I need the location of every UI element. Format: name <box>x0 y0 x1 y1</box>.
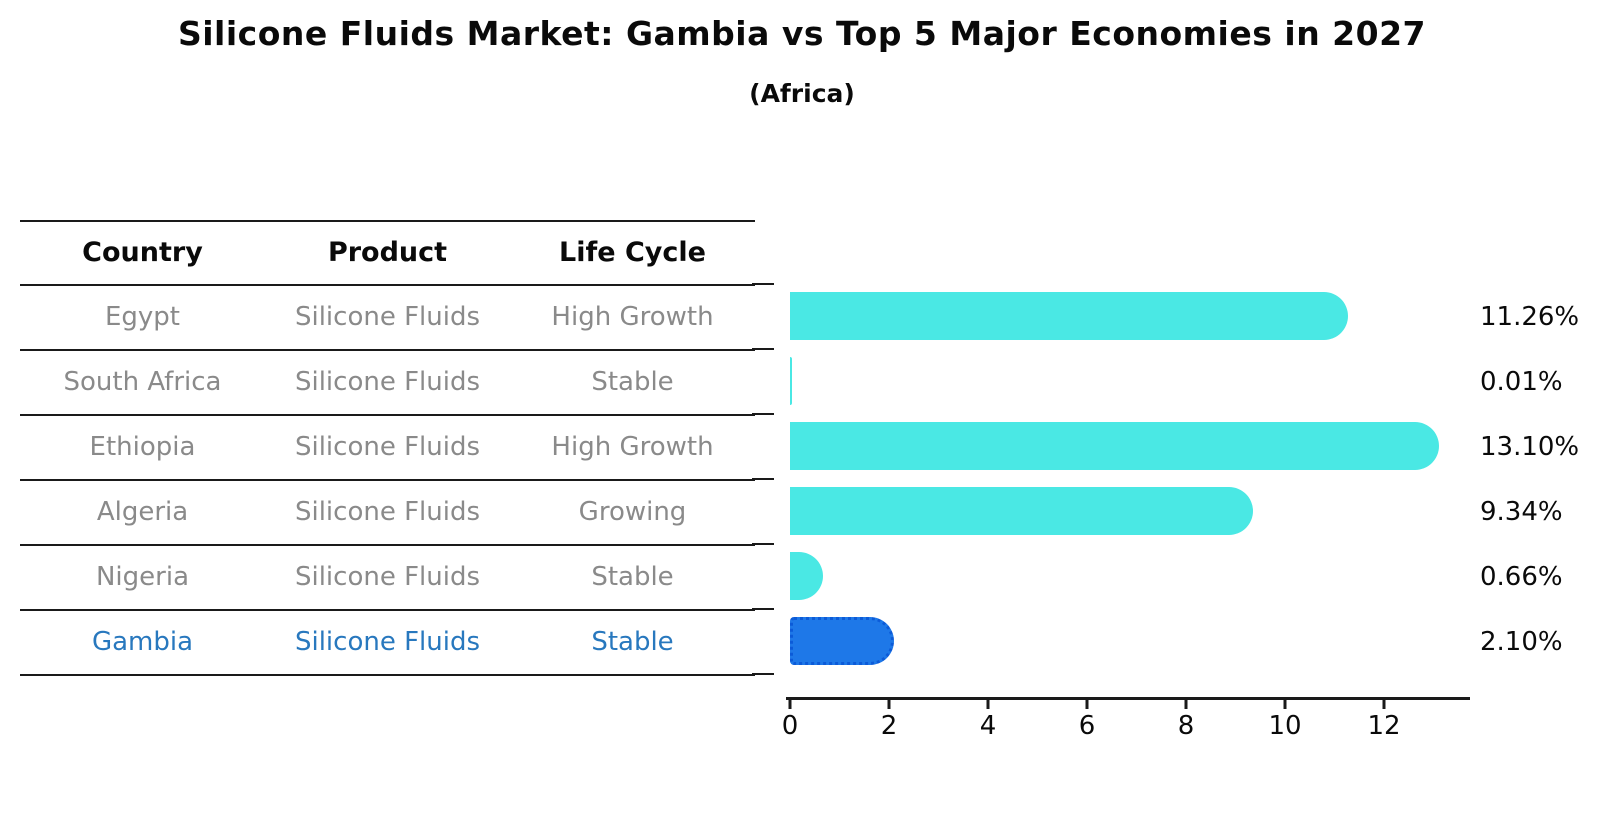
country-table: Country Product Life Cycle Egypt Silicon… <box>20 220 755 676</box>
x-tick-mark <box>1085 700 1089 709</box>
value-label-algeria: 9.34% <box>1480 497 1563 527</box>
chart-subtitle: (Africa) <box>749 79 855 108</box>
row-edge-tick <box>752 673 774 675</box>
cell-product: Silicone Fluids <box>294 432 481 462</box>
cell-product: Silicone Fluids <box>294 562 481 592</box>
bar-ethiopia <box>790 422 1440 470</box>
x-tick-mark <box>986 700 990 709</box>
table-header-country: Country <box>82 237 203 268</box>
row-edge-tick <box>752 283 774 285</box>
x-tick-mark <box>788 700 792 709</box>
value-label-ethiopia: 13.10% <box>1480 432 1580 462</box>
table-header-row: Country Product Life Cycle <box>20 222 755 286</box>
x-tick-label: 12 <box>1367 711 1401 741</box>
cell-lifecycle: Stable <box>591 367 674 397</box>
table-row-algeria: Algeria Silicone Fluids Growing <box>20 481 755 546</box>
table-row-ethiopia: Ethiopia Silicone Fluids High Growth <box>20 416 755 481</box>
bar-egypt <box>790 292 1349 340</box>
x-tick-mark <box>1382 700 1386 709</box>
x-tick-label: 8 <box>1177 711 1195 741</box>
bar-gambia-highlighted <box>790 617 895 665</box>
table-row-south-africa: South Africa Silicone Fluids Stable <box>20 351 755 416</box>
row-edge-tick <box>752 608 774 610</box>
cell-product: Silicone Fluids <box>294 367 481 397</box>
bar-algeria <box>790 487 1253 535</box>
cell-country: Algeria <box>96 497 189 527</box>
table-row-nigeria: Nigeria Silicone Fluids Stable <box>20 546 755 611</box>
cell-country: Ethiopia <box>89 432 196 462</box>
chart-title: Silicone Fluids Market: Gambia vs Top 5 … <box>177 14 1427 53</box>
x-tick-label: 2 <box>880 711 898 741</box>
table-row-gambia-highlighted: Gambia Silicone Fluids Stable <box>20 611 755 676</box>
table-row-egypt: Egypt Silicone Fluids High Growth <box>20 286 755 351</box>
row-edge-tick <box>752 348 774 350</box>
cell-lifecycle: Growing <box>578 497 687 527</box>
row-edge-tick <box>752 543 774 545</box>
cell-country: Nigeria <box>95 562 190 592</box>
value-label-gambia: 2.10% <box>1480 627 1563 657</box>
x-axis-line <box>786 697 1470 700</box>
cell-lifecycle: High Growth <box>551 432 714 462</box>
cell-product: Silicone Fluids <box>294 497 481 527</box>
x-tick-label: 4 <box>979 711 997 741</box>
cell-product: Silicone Fluids <box>294 627 481 657</box>
cell-country: Gambia <box>91 627 194 657</box>
value-label-egypt: 11.26% <box>1480 302 1580 332</box>
x-tick-mark <box>887 700 891 709</box>
x-tick-label: 6 <box>1078 711 1096 741</box>
cell-product: Silicone Fluids <box>294 302 481 332</box>
row-edge-tick <box>752 478 774 480</box>
bar-south-africa <box>790 357 792 405</box>
bar-nigeria <box>790 552 823 600</box>
x-tick-mark <box>1184 700 1188 709</box>
value-label-south-africa: 0.01% <box>1480 367 1563 397</box>
cell-country: Egypt <box>104 302 181 332</box>
table-header-lifecycle: Life Cycle <box>559 237 706 268</box>
cell-lifecycle: Stable <box>591 562 674 592</box>
x-tick-label: 10 <box>1268 711 1302 741</box>
cell-lifecycle: Stable <box>591 627 674 657</box>
x-tick-mark <box>1283 700 1287 709</box>
row-edge-tick <box>752 413 774 415</box>
x-tick-label: 0 <box>781 711 799 741</box>
cell-country: South Africa <box>63 367 222 397</box>
cell-lifecycle: High Growth <box>551 302 714 332</box>
value-label-nigeria: 0.66% <box>1480 562 1563 592</box>
table-header-product: Product <box>327 237 448 268</box>
